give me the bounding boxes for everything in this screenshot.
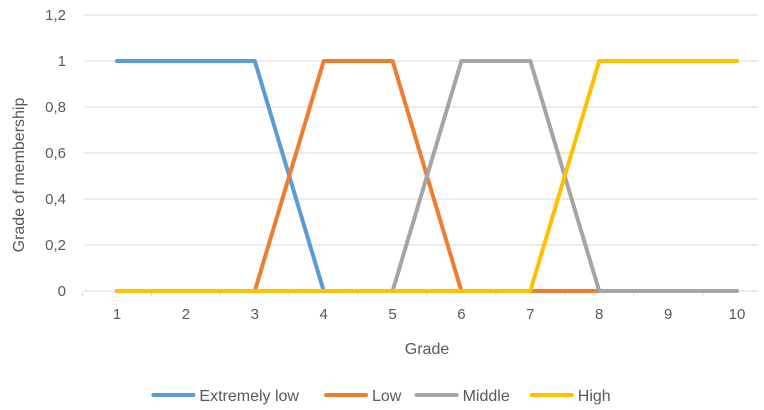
legend-item-low: Low: [324, 388, 402, 405]
x-tick-label: 3: [251, 306, 259, 323]
x-tick-label: 8: [595, 306, 603, 323]
x-tick-label: 10: [729, 306, 746, 323]
y-tick-label: 0: [58, 283, 66, 300]
x-tick-label: 4: [319, 306, 327, 323]
y-tick-label: 0,4: [45, 191, 66, 208]
legend-item-middle: Middle: [414, 388, 510, 405]
y-tick-label: 0,8: [45, 99, 66, 116]
x-tick-label: 1: [113, 306, 121, 323]
x-axis-title: Grade: [405, 341, 450, 358]
series-line-middle: [115, 59, 739, 293]
legend-item-extremely-low: Extremely low: [151, 388, 299, 405]
y-tick-label: 1,2: [45, 7, 66, 24]
y-tick-label: 1: [58, 53, 66, 70]
legend-label: Low: [372, 388, 402, 405]
legend-label: Extremely low: [199, 388, 299, 405]
legend-label: High: [578, 388, 611, 405]
legend: Extremely low Low Middle High: [151, 388, 611, 405]
series-line-high: [115, 59, 739, 293]
legend-label: Middle: [463, 388, 510, 405]
x-tick-label: 9: [664, 306, 672, 323]
x-tick-label: 5: [388, 306, 396, 323]
x-tick-label: 2: [182, 306, 190, 323]
y-axis-title: Grade of membership: [11, 98, 28, 253]
y-tick-label: 0,2: [45, 237, 66, 254]
x-tick-label: 6: [457, 306, 465, 323]
y-tick-label: 0,6: [45, 145, 66, 162]
series-lines: [115, 59, 739, 293]
x-axis-ticks: 1 2 3 4 5 6 7 8 9 10: [82, 291, 746, 323]
y-axis-ticks: 0 0,2 0,4 0,6 0,8 1 1,2: [45, 7, 66, 300]
legend-item-high: High: [529, 388, 611, 405]
x-tick-label: 7: [526, 306, 534, 323]
